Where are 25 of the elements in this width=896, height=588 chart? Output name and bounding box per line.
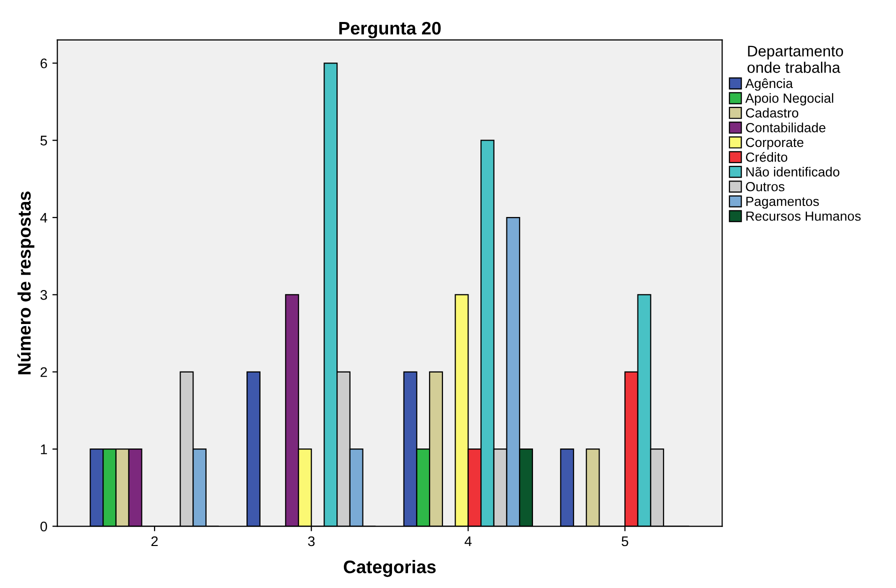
legend-label: Pagamentos <box>746 196 819 209</box>
x-axis-title: Categorias <box>344 560 436 577</box>
chart-title: Pergunta 20 <box>339 22 441 38</box>
legend-label: Recursos Humanos <box>746 212 861 221</box>
y-tick-label: 6 <box>40 58 48 68</box>
y-tick-label: 2 <box>40 367 47 377</box>
legend-title: Departamento onde trabalha <box>748 46 844 73</box>
legend-label: Agência <box>745 78 793 91</box>
y-tick-label: 1 <box>40 444 47 454</box>
x-tick-label: 5 <box>622 536 628 546</box>
legend-label: Apoio Negocial <box>745 93 834 106</box>
y-tick-label: 3 <box>40 290 48 300</box>
x-tick-label: 3 <box>308 536 315 546</box>
legend-label: Cadastro <box>746 108 798 118</box>
y-tick-label: 0 <box>40 522 48 532</box>
legend-label: Contabilidade <box>746 122 826 132</box>
y-axis-title: Número de respostas <box>17 192 34 374</box>
y-tick-label: 5 <box>40 136 48 146</box>
legend-label: Não identificado <box>746 166 840 177</box>
legend-label: Crédito <box>746 152 788 162</box>
x-tick-label: 4 <box>464 536 472 546</box>
legend-label: Corporate <box>746 138 804 150</box>
x-tick-label: 2 <box>151 536 158 546</box>
y-tick-label: 4 <box>40 212 48 223</box>
legend-label: Outros <box>746 182 784 192</box>
